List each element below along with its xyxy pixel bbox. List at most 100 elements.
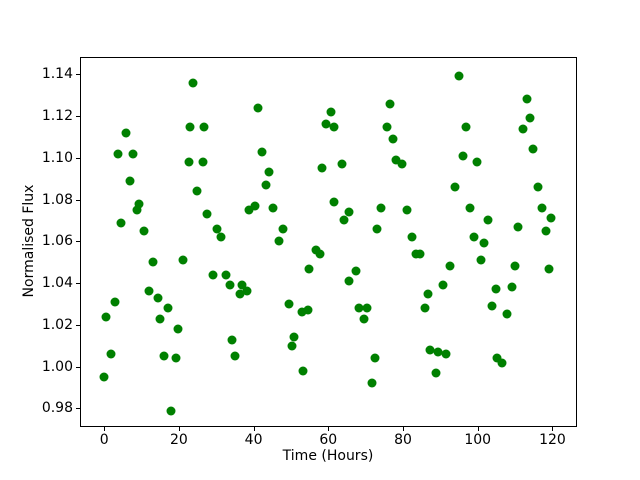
data-point: [153, 293, 163, 303]
y-tick-mark: [76, 283, 80, 285]
data-point: [261, 180, 271, 190]
x-tick-mark: [328, 427, 330, 431]
data-point: [326, 107, 336, 117]
data-point: [315, 249, 325, 259]
y-tick-mark: [76, 366, 80, 368]
data-point: [431, 368, 441, 378]
data-point: [230, 351, 240, 361]
y-tick-label: 1.08: [41, 191, 73, 208]
data-point: [284, 299, 294, 309]
data-point: [113, 149, 123, 159]
data-point: [304, 264, 314, 274]
data-point: [541, 226, 551, 236]
data-point: [125, 176, 135, 186]
data-point: [155, 314, 165, 324]
data-point: [212, 224, 222, 234]
x-tick-label: 40: [244, 432, 263, 448]
x-tick-mark: [253, 427, 255, 431]
data-point: [173, 324, 183, 334]
data-point: [423, 289, 433, 299]
x-tick-label: 120: [539, 432, 566, 448]
data-point: [544, 264, 554, 274]
data-point: [382, 122, 392, 131]
data-point: [287, 341, 297, 351]
data-point: [445, 261, 455, 271]
data-point: [507, 282, 517, 292]
data-point: [208, 270, 218, 280]
data-point: [354, 303, 364, 313]
data-point: [351, 266, 361, 276]
data-point: [257, 147, 267, 157]
data-point: [225, 280, 235, 290]
data-point: [502, 309, 511, 319]
data-point: [250, 201, 260, 211]
data-point: [110, 297, 120, 307]
data-point: [278, 224, 288, 234]
data-point: [492, 353, 502, 363]
data-point: [337, 159, 347, 169]
data-point: [528, 144, 538, 154]
data-point: [546, 213, 556, 223]
data-point: [344, 207, 354, 217]
data-point: [171, 353, 181, 363]
data-point: [491, 284, 501, 294]
data-point: [198, 157, 208, 167]
data-point: [438, 280, 448, 290]
data-point: [370, 353, 380, 363]
data-point: [106, 349, 115, 359]
data-point: [513, 222, 523, 232]
data-point: [487, 301, 497, 311]
data-point: [101, 312, 111, 322]
data-point: [458, 151, 468, 161]
data-point: [184, 157, 194, 167]
data-point: [359, 314, 369, 324]
data-point: [344, 276, 354, 286]
y-tick-label: 1.12: [41, 108, 73, 125]
data-point: [235, 289, 245, 299]
data-point: [397, 159, 407, 169]
data-point: [216, 232, 226, 242]
data-point: [420, 303, 430, 313]
x-tick-label: 80: [394, 432, 412, 448]
x-tick-mark: [477, 427, 479, 431]
data-point: [533, 182, 543, 192]
data-point: [139, 226, 149, 236]
data-point: [522, 94, 532, 104]
data-point: [227, 335, 237, 345]
data-point: [391, 155, 401, 165]
data-point: [253, 103, 263, 113]
data-point: [479, 238, 489, 248]
data-point: [376, 203, 386, 213]
y-tick-label: 0.98: [41, 400, 73, 417]
data-point: [121, 128, 131, 138]
data-point: [268, 203, 278, 213]
data-point: [388, 134, 398, 144]
data-point: [132, 205, 142, 215]
data-point: [472, 157, 482, 167]
x-tick-mark: [552, 427, 554, 431]
data-point: [303, 305, 313, 315]
y-tick-label: 1.14: [41, 66, 73, 83]
data-point: [465, 203, 475, 213]
data-point: [242, 286, 252, 296]
x-tick-label: 0: [99, 432, 109, 448]
y-tick-label: 1.00: [41, 358, 73, 375]
data-point: [329, 197, 339, 207]
data-point: [116, 218, 126, 228]
data-point: [159, 351, 169, 361]
data-point: [425, 345, 435, 355]
x-tick-mark: [403, 427, 405, 431]
data-point: [525, 113, 535, 123]
x-tick-mark: [178, 427, 180, 431]
y-tick-mark: [76, 157, 80, 159]
data-point: [134, 199, 144, 209]
data-point: [289, 332, 299, 342]
data-point: [148, 257, 158, 267]
x-tick-mark: [104, 427, 106, 431]
data-point: [202, 209, 212, 219]
data-point: [329, 122, 339, 131]
x-tick-label: 60: [319, 432, 338, 448]
data-point: [163, 303, 173, 313]
data-point: [367, 378, 377, 388]
data-point: [407, 232, 417, 242]
